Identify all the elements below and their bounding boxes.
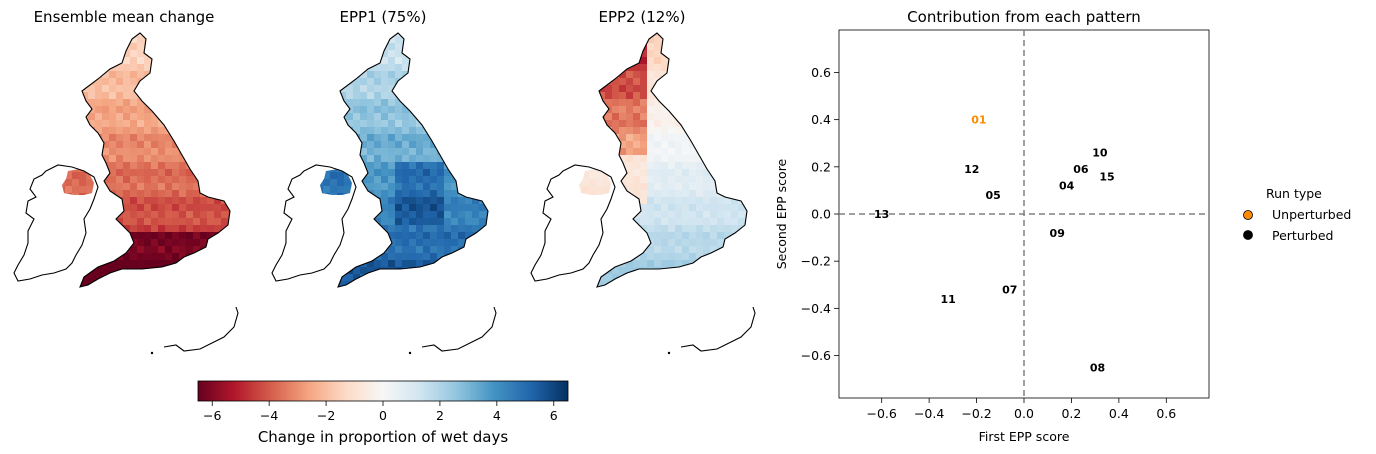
map-title-epp1: EPP1 (75%) [340, 8, 427, 26]
y-tick-label: 0.2 [811, 159, 831, 174]
gb-raster [338, 33, 488, 287]
map-title-ensemble: Ensemble mean change [34, 8, 215, 26]
point-label-05: 05 [986, 189, 1001, 202]
x-tick-label: 0.4 [1109, 406, 1129, 421]
colorbar-tick-label: −2 [317, 408, 335, 423]
gb-raster [80, 33, 230, 287]
y-axis-ticks: −0.6 −0.4 −0.2 0.0 0.2 0.4 0.6 [801, 65, 839, 363]
x-tick-label: −0.2 [961, 406, 991, 421]
point-label-04: 04 [1059, 180, 1075, 193]
x-tick-label: −0.4 [914, 406, 944, 421]
x-tick-label: 0.6 [1156, 406, 1176, 421]
colorbar-tick-label: 0 [379, 408, 387, 423]
continent-coastline [421, 306, 497, 352]
x-tick-label: −0.6 [867, 406, 897, 421]
point-label-10: 10 [1092, 147, 1108, 160]
point-label-06: 06 [1073, 163, 1089, 176]
legend-label-unperturbed: Unperturbed [1272, 207, 1351, 222]
y-tick-label: −0.6 [801, 348, 831, 363]
y-tick-label: 0.6 [811, 65, 831, 80]
point-label-07: 07 [1002, 283, 1017, 296]
scatter-title: Contribution from each pattern [907, 8, 1141, 26]
map-title-epp2: EPP2 (12%) [599, 8, 686, 26]
island-dot [150, 351, 154, 355]
legend-marker-perturbed [1243, 230, 1253, 240]
legend-label-perturbed: Perturbed [1272, 228, 1333, 243]
colorbar-ticks: −6 −4 −2 0 2 4 6 [203, 401, 558, 423]
continent-coastline [163, 306, 239, 352]
scatter-points: 01 04 05 06 07 08 09 10 11 12 13 15 [874, 114, 1115, 375]
y-axis-label: Second EPP score [774, 158, 789, 269]
colorbar: −6 −4 −2 0 2 4 6 Change in proportion of wet d… [197, 380, 569, 446]
legend: Run type Unperturbed Perturbed [1243, 186, 1351, 243]
scatter-chart: Contribution from each pattern −0.6 −0.4−… [774, 8, 1210, 444]
island-dot [667, 351, 671, 355]
colorbar-tick-label: 6 [550, 408, 558, 423]
x-tick-label: 0.2 [1061, 406, 1081, 421]
colorbar-tick-label: 2 [436, 408, 444, 423]
legend-title: Run type [1266, 186, 1322, 201]
continent-coastline [680, 306, 756, 352]
legend-marker-unperturbed [1243, 210, 1253, 220]
colorbar-label: Change in proportion of wet days [258, 428, 509, 446]
colorbar-gradient [197, 380, 569, 402]
point-label-01: 01 [971, 114, 986, 127]
y-tick-label: 0.0 [811, 207, 831, 222]
x-axis-label: First EPP score [979, 429, 1070, 444]
ni-raster [579, 169, 611, 195]
ni-raster [62, 169, 94, 195]
ni-raster [320, 169, 352, 195]
map-panel-epp1 [271, 32, 497, 355]
map-panel-epp2 [530, 32, 756, 355]
point-label-13: 13 [874, 208, 889, 221]
y-tick-label: −0.2 [801, 254, 831, 269]
point-label-11: 11 [940, 293, 955, 306]
y-tick-label: −0.4 [801, 301, 831, 316]
point-label-09: 09 [1050, 227, 1065, 240]
x-axis-ticks: −0.6 −0.4 −0.2 0.0 0.2 0.4 0.6 [867, 398, 1176, 421]
colorbar-tick-label: 4 [493, 408, 501, 423]
point-label-12: 12 [964, 163, 979, 176]
point-label-15: 15 [1099, 170, 1114, 183]
colorbar-tick-label: −4 [260, 408, 278, 423]
island-dot [408, 351, 412, 355]
colorbar-tick-label: −6 [203, 408, 221, 423]
point-label-08: 08 [1090, 361, 1105, 374]
x-tick-label: 0.0 [1014, 406, 1034, 421]
map-panel-ensemble [13, 32, 239, 355]
gb-raster [597, 33, 747, 287]
y-tick-label: 0.4 [811, 112, 831, 127]
